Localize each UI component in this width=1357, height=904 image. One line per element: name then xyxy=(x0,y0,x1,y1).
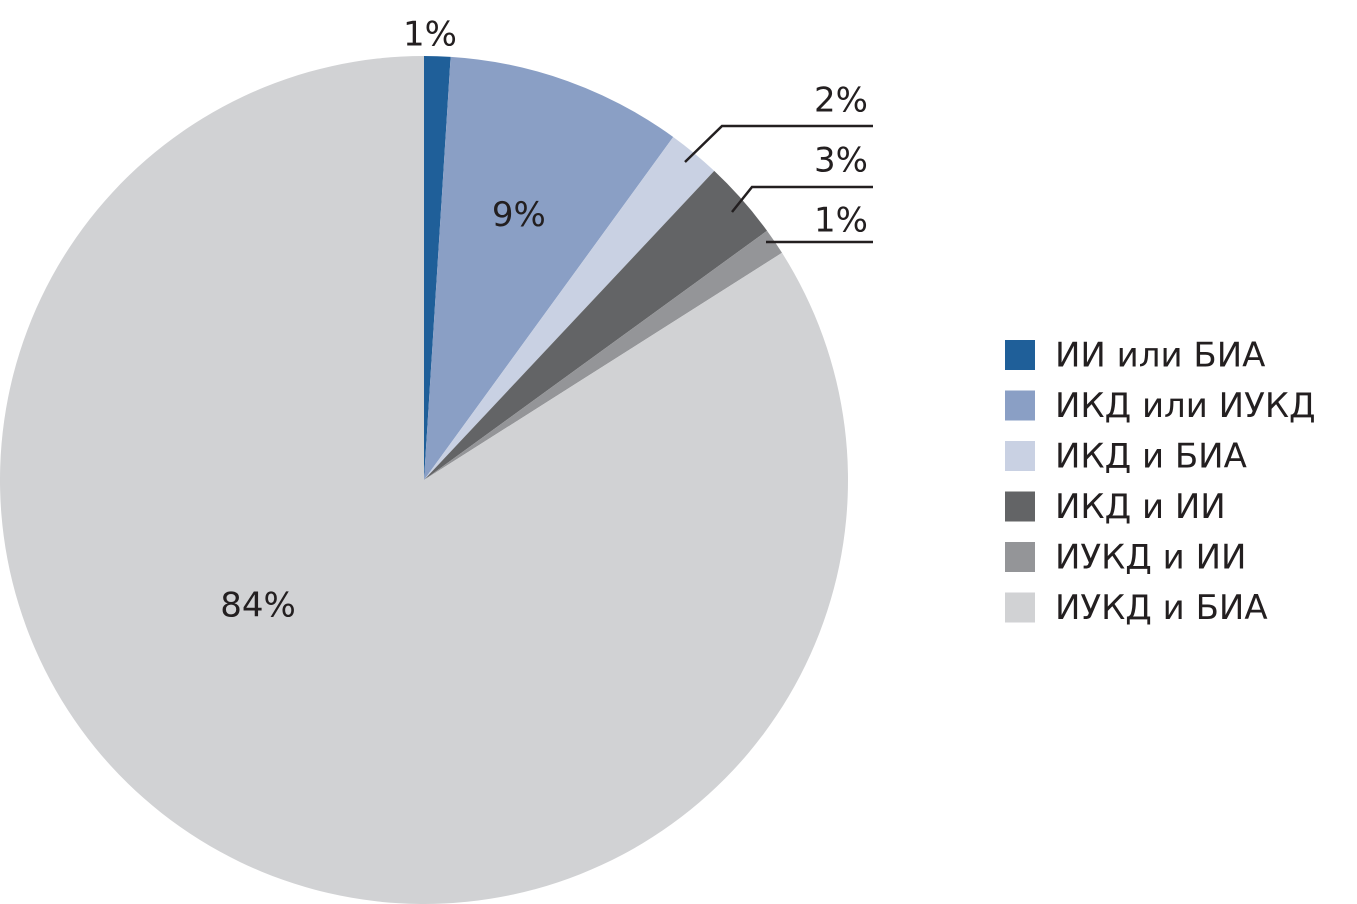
legend-swatch xyxy=(1005,542,1035,572)
pie-slice xyxy=(424,136,715,480)
legend-swatch xyxy=(1005,441,1035,471)
legend-swatch xyxy=(1005,491,1035,522)
data-label: 2% xyxy=(814,81,868,121)
legend-label: ИКД и БИА xyxy=(1055,437,1247,477)
data-label: 3% xyxy=(814,141,868,181)
legend-label: ИУКД и БИА xyxy=(1055,588,1268,628)
leader-line xyxy=(684,124,873,163)
legend-swatch xyxy=(1005,390,1035,421)
data-label: 1% xyxy=(814,201,868,241)
legend-label: ИКД и ИИ xyxy=(1055,487,1226,527)
legend-swatch xyxy=(1005,592,1035,623)
pie-slice xyxy=(424,170,768,480)
legend-label: ИУКД и ИИ xyxy=(1055,538,1246,578)
pie-slice xyxy=(424,56,451,480)
pie-slice xyxy=(0,56,848,904)
data-label: 9% xyxy=(492,195,546,235)
legend-label: ИКД или ИУКД xyxy=(1055,386,1316,426)
legend-swatch xyxy=(1005,340,1035,370)
leader-line xyxy=(731,185,873,213)
legend-label: ИИ или БИА xyxy=(1055,336,1265,376)
data-label: 84% xyxy=(220,586,296,626)
pie-slice xyxy=(424,56,674,480)
pie-slice xyxy=(424,230,782,480)
data-label: 1% xyxy=(403,15,457,55)
